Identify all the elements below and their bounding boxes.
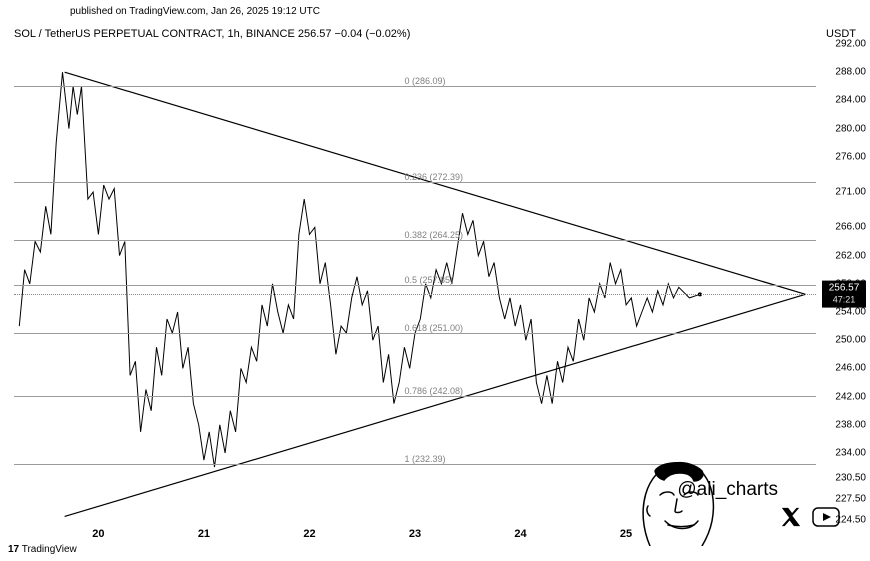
fib-line bbox=[14, 396, 816, 397]
y-axis-tick: 288.00 bbox=[822, 67, 866, 78]
published-caption: published on TradingView.com, Jan 26, 20… bbox=[70, 6, 320, 17]
y-axis-tick: 284.00 bbox=[822, 95, 866, 106]
fib-label: 1 (232.39) bbox=[404, 454, 445, 464]
fib-line bbox=[14, 86, 816, 87]
y-axis-tick: 254.00 bbox=[822, 306, 866, 317]
price-badge: 256.5747:21 bbox=[822, 280, 866, 307]
x-axis-tick: 24 bbox=[514, 528, 526, 540]
y-axis-tick: 250.00 bbox=[822, 335, 866, 346]
youtube-icon[interactable] bbox=[812, 506, 840, 533]
fib-label: 0.382 (264.25) bbox=[404, 230, 463, 240]
y-axis-tick: 234.00 bbox=[822, 448, 866, 459]
fib-line bbox=[14, 182, 816, 183]
chart-header: SOL / TetherUS PERPETUAL CONTRACT, 1h, B… bbox=[14, 28, 410, 40]
y-axis-tick: 227.50 bbox=[822, 493, 866, 504]
x-icon[interactable] bbox=[780, 506, 802, 533]
y-axis-tick: 262.00 bbox=[822, 250, 866, 261]
social-icons bbox=[774, 506, 840, 533]
y-axis-tick: 238.00 bbox=[822, 419, 866, 430]
y-axis-tick: 266.00 bbox=[822, 222, 866, 233]
author-avatar bbox=[630, 451, 720, 546]
y-axis-tick: 271.00 bbox=[822, 187, 866, 198]
x-axis-tick: 23 bbox=[409, 528, 421, 540]
fib-line bbox=[14, 285, 816, 286]
fib-label: 0 (286.09) bbox=[404, 76, 445, 86]
x-axis-tick: 22 bbox=[303, 528, 315, 540]
fib-label: 0.618 (251.00) bbox=[404, 323, 463, 333]
fib-line bbox=[14, 333, 816, 334]
current-price-line bbox=[14, 294, 816, 295]
y-axis-tick: 276.00 bbox=[822, 151, 866, 162]
y-axis-tick: 292.00 bbox=[822, 39, 866, 50]
price-series-line bbox=[19, 72, 700, 467]
y-axis-tick: 280.00 bbox=[822, 123, 866, 134]
y-axis-tick: 246.00 bbox=[822, 363, 866, 374]
y-axis-tick: 242.00 bbox=[822, 391, 866, 402]
tradingview-logo: 17 TradingView bbox=[8, 544, 77, 555]
fib-label: 0.236 (272.39) bbox=[404, 172, 463, 182]
fib-line bbox=[14, 240, 816, 241]
x-axis-tick: 21 bbox=[198, 528, 210, 540]
price-chart[interactable]: 292.00288.00284.00280.00276.00271.00266.… bbox=[14, 44, 816, 520]
y-axis-tick: 230.50 bbox=[822, 472, 866, 483]
fib-label: 0.786 (242.08) bbox=[404, 386, 463, 396]
x-axis-tick: 20 bbox=[92, 528, 104, 540]
fib-label: 0.5 (257.85) bbox=[404, 275, 453, 285]
